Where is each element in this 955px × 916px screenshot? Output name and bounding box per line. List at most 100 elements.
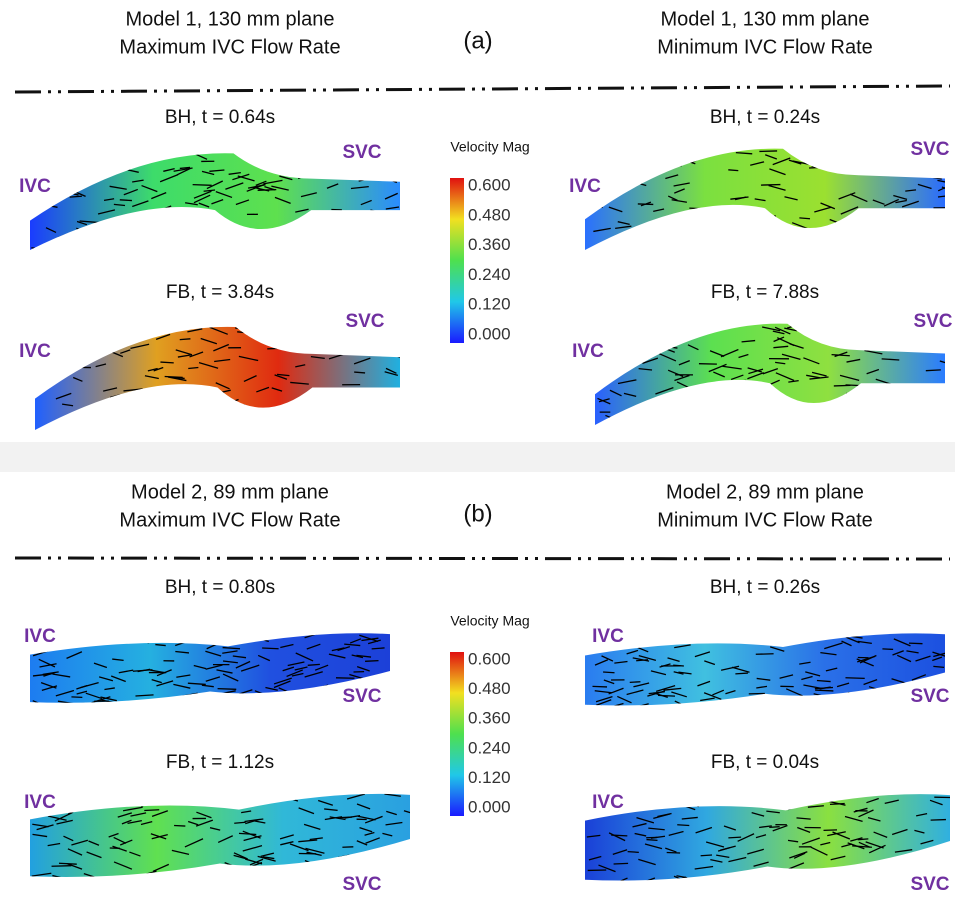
vector [317, 352, 332, 353]
vector [761, 185, 780, 186]
vector [597, 381, 609, 382]
plot-title: FB, t = 0.04s [711, 752, 819, 773]
vector [235, 145, 248, 147]
outlet-label: SVC [910, 139, 949, 160]
vector [381, 418, 400, 420]
vector [270, 795, 288, 802]
vector [808, 151, 819, 156]
vector [646, 840, 657, 841]
vector [319, 342, 332, 347]
vector [338, 337, 356, 345]
vector [70, 196, 82, 197]
vector [115, 884, 131, 887]
vector [229, 232, 240, 235]
vector [715, 794, 733, 796]
header-right: Minimum IVC Flow Rate [657, 509, 873, 531]
vector [208, 879, 223, 883]
vector [659, 642, 670, 643]
separator [0, 442, 955, 472]
vector [677, 825, 689, 826]
outlet-label: SVC [342, 874, 381, 895]
outlet-label: SVC [910, 874, 949, 895]
vector [690, 150, 701, 154]
colorbar-title: Velocity Mag [450, 613, 529, 629]
vector [633, 160, 652, 165]
plot-title: FB, t = 3.84s [166, 282, 274, 303]
vector [824, 887, 836, 892]
vector [340, 395, 357, 397]
vector [750, 242, 761, 244]
vector [736, 380, 747, 381]
vector [795, 792, 809, 799]
vector [220, 399, 238, 405]
vector [689, 803, 700, 806]
vector [891, 238, 908, 243]
vector [45, 372, 56, 375]
flow-field [595, 324, 945, 425]
vector [803, 406, 821, 408]
vector [389, 406, 406, 414]
vector [640, 234, 654, 235]
colorbar-tick: 0.120 [468, 295, 511, 314]
vector [279, 708, 294, 714]
vector [187, 398, 199, 399]
vector [820, 792, 834, 796]
vector [609, 320, 628, 327]
vector [199, 873, 211, 877]
vector [348, 344, 366, 351]
vector [79, 146, 97, 150]
vector [77, 806, 91, 808]
dash-dot-line [15, 558, 950, 559]
vector [316, 628, 329, 634]
vector [826, 421, 838, 424]
vector [120, 200, 132, 201]
vector [846, 394, 858, 396]
vector [899, 229, 917, 231]
vector [335, 415, 349, 420]
vector [191, 695, 206, 697]
vector [144, 810, 159, 811]
vector [234, 796, 245, 799]
vector [279, 162, 294, 163]
vector [730, 711, 749, 713]
vector [233, 316, 248, 321]
vector [311, 397, 328, 399]
vector [193, 185, 212, 186]
vector [296, 320, 313, 327]
vector [812, 879, 831, 882]
vector [301, 351, 314, 353]
vector [880, 167, 891, 171]
vector [138, 637, 156, 639]
vector [603, 709, 613, 714]
vector [630, 682, 641, 683]
vector [784, 873, 795, 877]
vector [329, 397, 341, 399]
figure: (a)Model 1, 130 mm planeMaximum IVC Flow… [0, 0, 955, 916]
vector [874, 692, 889, 696]
vector [347, 864, 366, 870]
vector [708, 402, 724, 407]
vector [681, 406, 692, 410]
vector [686, 145, 701, 149]
panel: (b)Model 2, 89 mm planeMaximum IVC Flow … [15, 481, 955, 896]
vector [132, 791, 143, 796]
vector [889, 866, 904, 868]
vector [597, 363, 612, 364]
vector [166, 423, 183, 425]
vector [220, 711, 237, 712]
vector [754, 874, 773, 877]
vector [842, 234, 858, 236]
vector [749, 210, 768, 215]
vector [278, 704, 293, 706]
plot-title: BH, t = 0.80s [165, 577, 275, 598]
vector [267, 348, 282, 349]
vector [938, 335, 950, 339]
inlet-label: IVC [24, 792, 56, 813]
vector [262, 648, 278, 649]
vector [902, 401, 913, 403]
vector [60, 156, 73, 160]
inlet-label: IVC [19, 341, 51, 362]
vector [683, 160, 695, 164]
vector [628, 173, 647, 174]
vector [329, 331, 343, 333]
